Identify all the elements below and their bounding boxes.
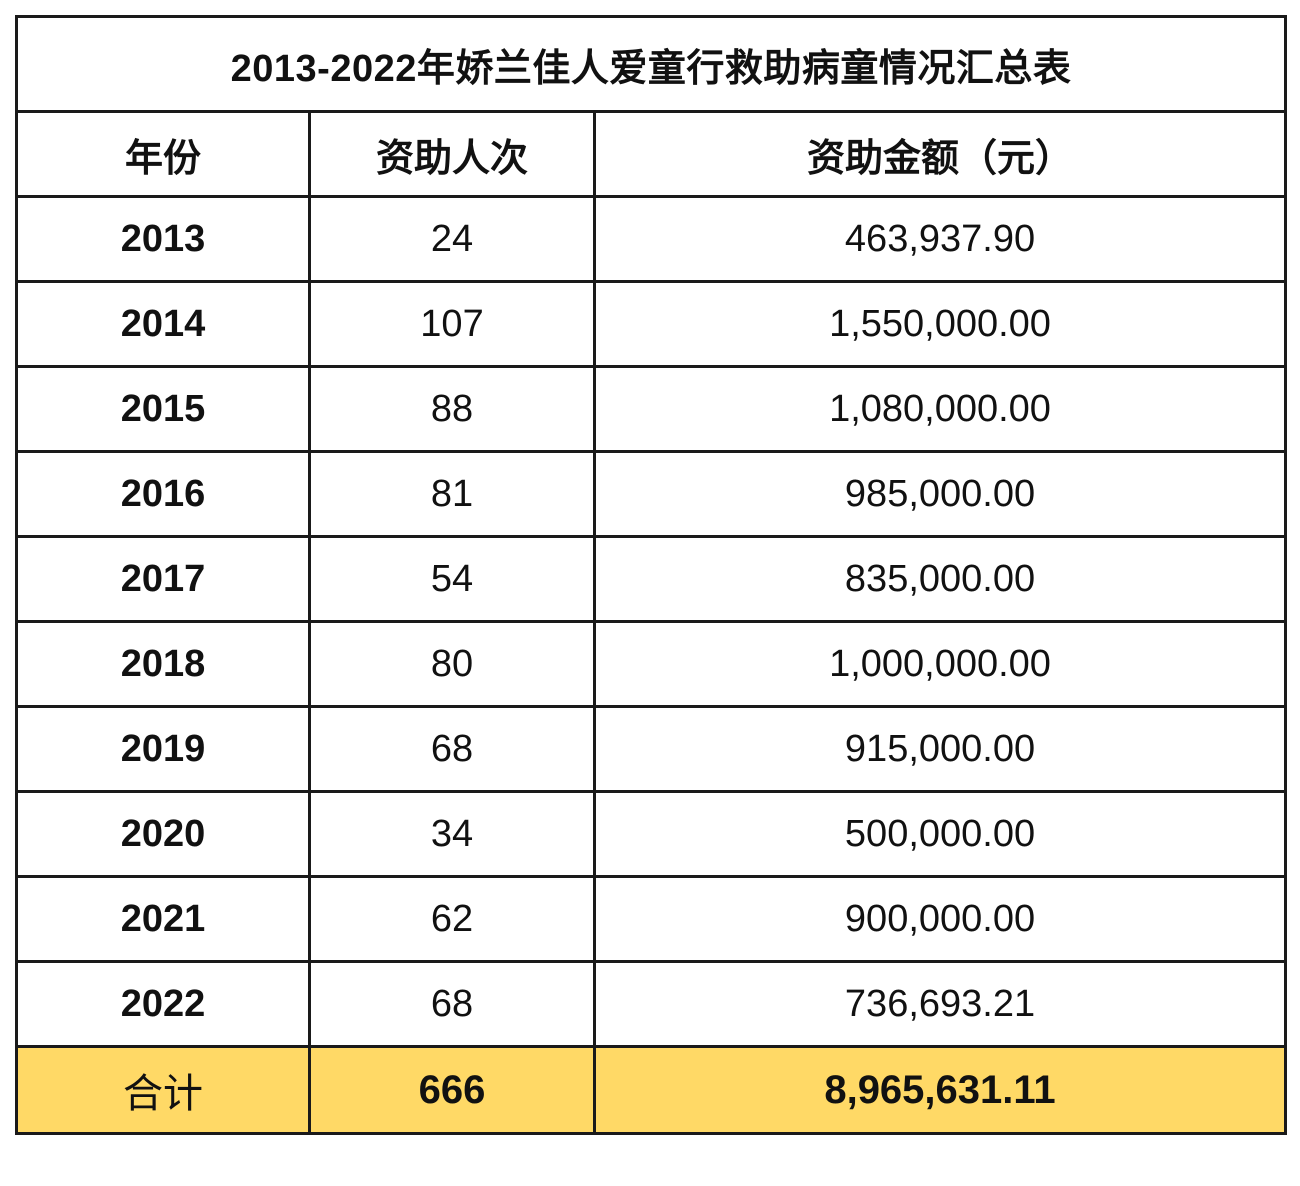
table-row: 2022 68 736,693.21 bbox=[15, 960, 1288, 1048]
amount-cell: 463,937.90 bbox=[592, 195, 1288, 283]
header-row: 年份 资助人次 资助金额（元） bbox=[15, 110, 1288, 198]
count-cell: 68 bbox=[308, 960, 596, 1048]
table-row: 2021 62 900,000.00 bbox=[15, 875, 1288, 963]
year-cell: 2018 bbox=[15, 620, 311, 708]
total-label: 合计 bbox=[15, 1045, 311, 1135]
amount-cell: 835,000.00 bbox=[592, 535, 1288, 623]
count-cell: 80 bbox=[308, 620, 596, 708]
year-cell: 2022 bbox=[15, 960, 311, 1048]
year-cell: 2016 bbox=[15, 450, 311, 538]
count-cell: 88 bbox=[308, 365, 596, 453]
summary-table-container: 2013-2022年娇兰佳人爱童行救助病童情况汇总表 年份 资助人次 资助金额（… bbox=[14, 15, 1288, 1135]
table-row: 2013 24 463,937.90 bbox=[15, 195, 1288, 283]
table-row: 2019 68 915,000.00 bbox=[15, 705, 1288, 793]
summary-table: 2013-2022年娇兰佳人爱童行救助病童情况汇总表 年份 资助人次 资助金额（… bbox=[14, 15, 1288, 1135]
year-cell: 2015 bbox=[15, 365, 311, 453]
table-row: 2014 107 1,550,000.00 bbox=[15, 280, 1288, 368]
total-count: 666 bbox=[308, 1045, 596, 1135]
amount-cell: 985,000.00 bbox=[592, 450, 1288, 538]
table-row: 2017 54 835,000.00 bbox=[15, 535, 1288, 623]
count-cell: 24 bbox=[308, 195, 596, 283]
amount-cell: 1,000,000.00 bbox=[592, 620, 1288, 708]
year-cell: 2014 bbox=[15, 280, 311, 368]
year-cell: 2020 bbox=[15, 790, 311, 878]
year-cell: 2021 bbox=[15, 875, 311, 963]
header-amount: 资助金额（元） bbox=[592, 110, 1288, 198]
total-amount: 8,965,631.11 bbox=[592, 1045, 1288, 1135]
count-cell: 62 bbox=[308, 875, 596, 963]
count-cell: 68 bbox=[308, 705, 596, 793]
amount-cell: 915,000.00 bbox=[592, 705, 1288, 793]
count-cell: 81 bbox=[308, 450, 596, 538]
amount-cell: 1,550,000.00 bbox=[592, 280, 1288, 368]
count-cell: 107 bbox=[308, 280, 596, 368]
table-row: 2016 81 985,000.00 bbox=[15, 450, 1288, 538]
count-cell: 54 bbox=[308, 535, 596, 623]
amount-cell: 900,000.00 bbox=[592, 875, 1288, 963]
total-row: 合计 666 8,965,631.11 bbox=[15, 1045, 1288, 1135]
header-year: 年份 bbox=[15, 110, 311, 198]
amount-cell: 736,693.21 bbox=[592, 960, 1288, 1048]
table-row: 2020 34 500,000.00 bbox=[15, 790, 1288, 878]
year-cell: 2019 bbox=[15, 705, 311, 793]
amount-cell: 1,080,000.00 bbox=[592, 365, 1288, 453]
header-count: 资助人次 bbox=[308, 110, 596, 198]
table-row: 2015 88 1,080,000.00 bbox=[15, 365, 1288, 453]
table-title: 2013-2022年娇兰佳人爱童行救助病童情况汇总表 bbox=[14, 15, 1288, 113]
count-cell: 34 bbox=[308, 790, 596, 878]
year-cell: 2017 bbox=[15, 535, 311, 623]
amount-cell: 500,000.00 bbox=[592, 790, 1288, 878]
year-cell: 2013 bbox=[15, 195, 311, 283]
table-row: 2018 80 1,000,000.00 bbox=[15, 620, 1288, 708]
title-row: 2013-2022年娇兰佳人爱童行救助病童情况汇总表 bbox=[14, 15, 1288, 113]
